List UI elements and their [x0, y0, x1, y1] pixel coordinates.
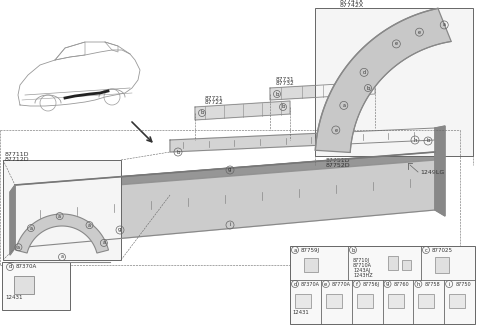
Text: 87370A: 87370A: [301, 282, 320, 287]
Text: 87750: 87750: [455, 282, 471, 287]
Polygon shape: [10, 185, 15, 255]
Polygon shape: [15, 152, 435, 248]
Polygon shape: [15, 214, 108, 253]
Text: 87712D: 87712D: [5, 157, 30, 162]
Bar: [435, 257, 449, 273]
Bar: [290, 246, 475, 324]
Bar: [315, 8, 473, 156]
Polygon shape: [315, 9, 451, 152]
Text: 87370A: 87370A: [16, 264, 37, 269]
Bar: [449, 294, 465, 308]
Bar: [14, 276, 34, 294]
Text: 87760: 87760: [394, 282, 409, 287]
Text: 1249LG: 1249LG: [420, 169, 444, 175]
Text: e: e: [324, 282, 327, 286]
Bar: [388, 256, 398, 270]
Text: 87732: 87732: [276, 81, 295, 86]
Text: h: h: [413, 137, 417, 143]
Text: 87770A: 87770A: [332, 282, 351, 287]
Text: 87722: 87722: [205, 100, 224, 105]
Text: 87711D: 87711D: [5, 152, 29, 157]
Bar: [2, 262, 70, 310]
Bar: [357, 294, 372, 308]
Text: 12431: 12431: [5, 295, 23, 300]
Bar: [295, 294, 311, 308]
Text: a: a: [293, 248, 297, 252]
Text: e: e: [418, 30, 421, 35]
Text: b: b: [176, 149, 180, 154]
Text: b: b: [200, 111, 204, 115]
Text: a: a: [443, 23, 446, 27]
Text: 87751D: 87751D: [326, 158, 350, 163]
Text: 87758: 87758: [424, 282, 440, 287]
Text: 87752D: 87752D: [326, 163, 350, 168]
Polygon shape: [170, 128, 435, 152]
Text: 87756J: 87756J: [363, 282, 380, 287]
Text: e: e: [334, 128, 337, 132]
Polygon shape: [270, 82, 375, 100]
Bar: [387, 294, 404, 308]
Text: i: i: [448, 282, 450, 286]
Text: e: e: [395, 42, 398, 46]
Text: a: a: [17, 245, 20, 250]
Text: b: b: [366, 85, 370, 91]
Text: b: b: [275, 92, 279, 96]
Text: 87731: 87731: [276, 77, 295, 82]
Text: g: g: [386, 282, 389, 286]
Text: a: a: [88, 223, 91, 228]
Text: h: h: [417, 282, 420, 286]
Bar: [326, 294, 342, 308]
Polygon shape: [195, 101, 290, 120]
Text: 87721: 87721: [205, 96, 224, 101]
Text: g: g: [228, 167, 232, 173]
Text: a: a: [102, 240, 106, 246]
Polygon shape: [435, 126, 445, 216]
Text: 87710J: 87710J: [353, 258, 370, 263]
Bar: [402, 260, 411, 270]
Text: 1243AJ: 1243AJ: [353, 268, 371, 273]
Text: i: i: [229, 222, 231, 228]
Text: g: g: [118, 228, 122, 232]
Bar: [304, 258, 318, 272]
Text: f: f: [356, 282, 358, 286]
Bar: [419, 294, 434, 308]
Text: b: b: [351, 248, 355, 252]
Text: c: c: [425, 248, 427, 252]
Bar: [3, 160, 121, 260]
Text: 12431: 12431: [292, 310, 309, 315]
Polygon shape: [15, 152, 435, 193]
Text: a: a: [29, 226, 33, 231]
Text: a: a: [60, 254, 63, 260]
Text: 1243HZ: 1243HZ: [353, 273, 372, 278]
Text: d: d: [8, 265, 12, 269]
Text: 87710A: 87710A: [353, 263, 372, 268]
Text: 877025: 877025: [432, 248, 453, 253]
Text: b: b: [426, 139, 430, 144]
Text: d: d: [362, 70, 366, 75]
Text: d: d: [293, 282, 297, 286]
Text: a: a: [342, 103, 345, 108]
Text: 87759J: 87759J: [301, 248, 320, 253]
Text: b: b: [281, 105, 285, 110]
Text: a: a: [58, 214, 61, 218]
Text: 87741X: 87741X: [340, 0, 364, 4]
Text: 87742X: 87742X: [340, 3, 364, 8]
